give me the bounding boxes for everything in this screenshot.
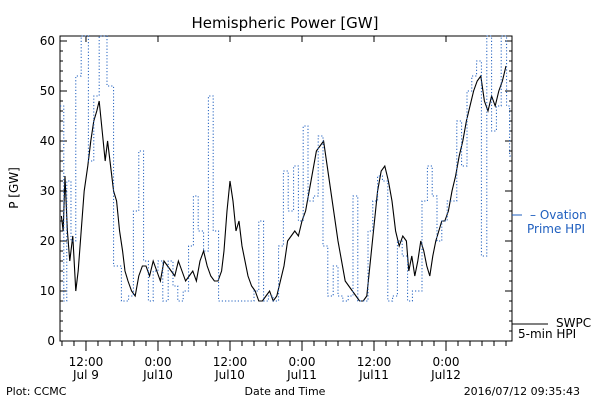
series-line-ovation (60, 35, 512, 302)
x-tick-label-date: Jul11 (286, 368, 317, 382)
chart-title: Hemispheric Power [GW] (192, 14, 379, 32)
y-axis: 0 10 20 30 40 50 60 (40, 34, 512, 348)
series-layer (60, 35, 512, 303)
series-line-swpc (60, 65, 507, 303)
y-axis-label: P [GW] (7, 167, 21, 209)
y-tick-label: 40 (40, 134, 55, 148)
y-tick-label: 30 (40, 184, 55, 198)
legend-swpc-line1: SWPC (556, 316, 591, 330)
x-tick-label-time: 0:00 (289, 355, 316, 369)
y-tick-label: 20 (40, 234, 55, 248)
legend: – Ovation Prime HPI SWPC 5-min HPI (511, 208, 591, 341)
x-tick-label-time: 0:00 (433, 355, 460, 369)
x-tick-label-time: 12:00 (213, 355, 248, 369)
footer-timestamp: 2016/07/12 09:35:43 (464, 385, 580, 398)
x-tick-label-time: 12:00 (357, 355, 392, 369)
legend-ovation-line1: – Ovation (530, 208, 587, 222)
legend-ovation-line2: Prime HPI (527, 222, 585, 236)
x-tick-label-time: 12:00 (69, 355, 104, 369)
x-tick-label-date: Jul 9 (72, 368, 99, 382)
x-tick-label-date: Jul12 (430, 368, 461, 382)
plot-frame (59, 35, 513, 342)
x-tick-label-date: Jul11 (358, 368, 389, 382)
footer-source: Plot: CCMC (6, 385, 67, 398)
x-tick-label-time: 0:00 (145, 355, 172, 369)
x-axis-label: Date and Time (245, 385, 326, 398)
y-tick-label: 0 (47, 334, 55, 348)
y-tick-label: 50 (40, 84, 55, 98)
y-tick-label: 10 (40, 284, 55, 298)
x-tick-label-date: Jul10 (142, 368, 173, 382)
legend-swpc-line2: 5-min HPI (518, 327, 576, 341)
x-tick-label-date: Jul10 (214, 368, 245, 382)
y-tick-label: 60 (40, 34, 55, 48)
